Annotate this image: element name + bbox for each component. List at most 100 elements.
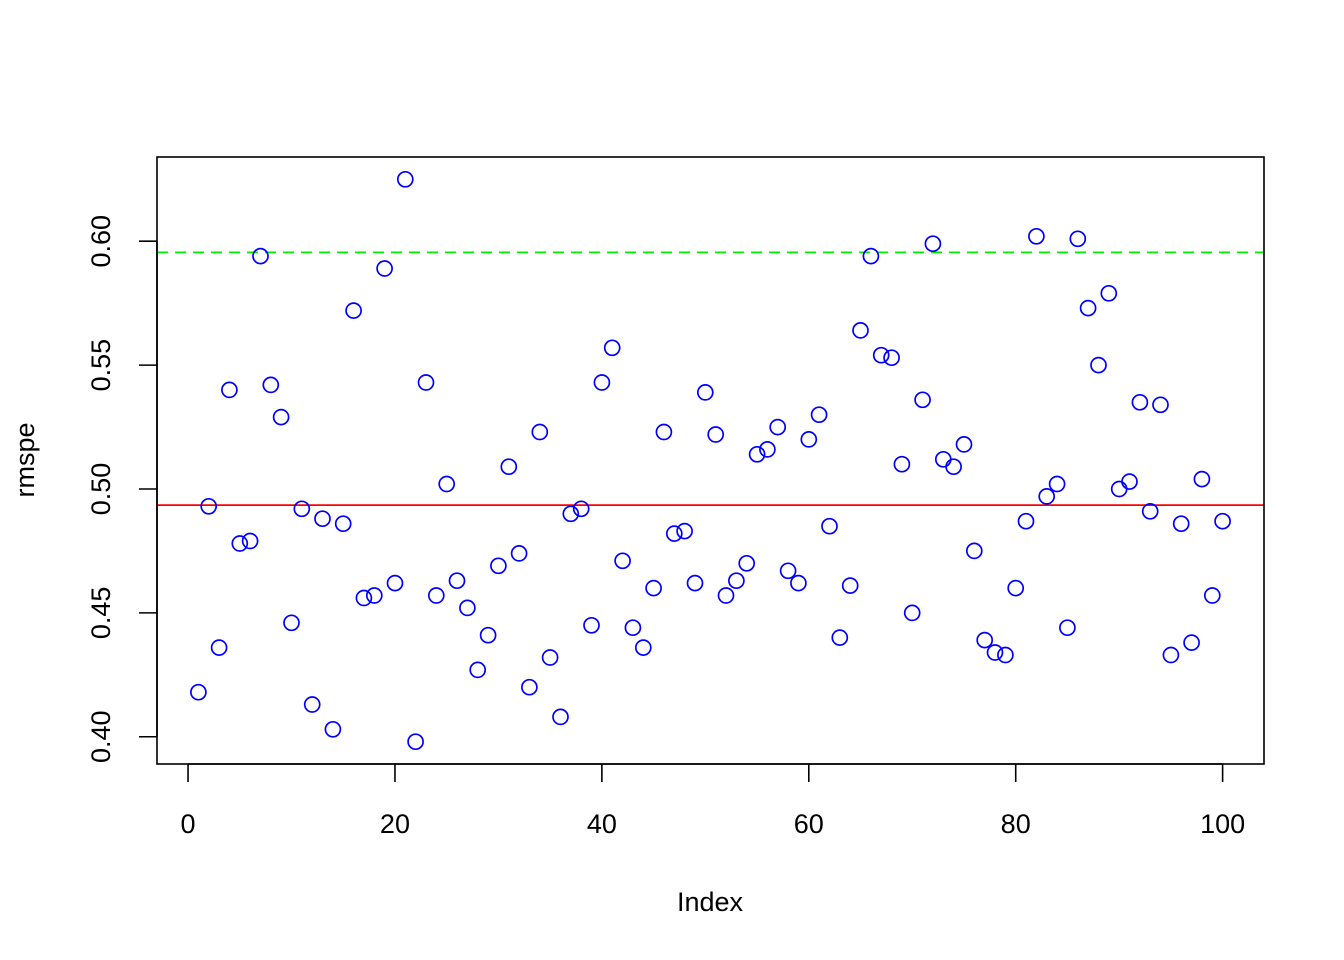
data-point [790, 574, 807, 592]
data-point [1059, 619, 1076, 637]
data-point [1110, 480, 1128, 498]
data-point [1079, 299, 1097, 317]
data-point [417, 374, 435, 391]
data-point [190, 683, 207, 701]
data-point [541, 649, 559, 666]
x-tick-label: 80 [1001, 809, 1031, 839]
y-axis: 0.40 0.45 0.50 0.55 0.60 [86, 215, 158, 763]
data-point [1038, 488, 1056, 505]
data-point [852, 322, 869, 339]
data-point [376, 260, 393, 277]
y-tick-label: 0.55 [86, 339, 116, 392]
data-point [800, 431, 818, 448]
data-point [1131, 393, 1149, 411]
data-point [872, 346, 890, 364]
data-point [821, 517, 838, 535]
data-point [997, 646, 1014, 664]
data-point [903, 604, 921, 622]
data-point [262, 376, 280, 394]
data-point [562, 505, 580, 523]
data-point [738, 554, 756, 572]
data-point [572, 500, 590, 518]
data-point [748, 445, 766, 463]
data-point [241, 532, 259, 550]
x-tick-label: 100 [1200, 809, 1245, 839]
data-point [603, 339, 621, 357]
data-point [634, 639, 652, 656]
data-point [728, 572, 745, 590]
data-point [345, 302, 362, 319]
data-point [914, 391, 931, 409]
data-point [696, 384, 714, 401]
data-point [272, 408, 290, 426]
data-point [293, 500, 311, 518]
data-point [924, 235, 942, 253]
data-point [883, 349, 900, 367]
data-point [769, 418, 787, 436]
data-point [955, 436, 973, 453]
plot-frame [156, 156, 1265, 765]
y-tick-label: 0.50 [86, 463, 116, 516]
data-point [1048, 475, 1066, 493]
data-point [1172, 515, 1190, 533]
data-point [614, 552, 631, 570]
data-point [490, 557, 507, 575]
y-axis-title: rmspe [10, 422, 40, 497]
data-point [521, 678, 538, 696]
data-point [1183, 634, 1200, 651]
data-point [386, 574, 404, 592]
data-point [717, 587, 735, 604]
x-tick-label: 0 [181, 809, 196, 839]
data-point [1100, 284, 1118, 302]
data-point [1152, 396, 1169, 414]
data-point [976, 631, 994, 649]
data-point [1141, 502, 1159, 520]
data-point [438, 475, 456, 493]
data-point [1028, 227, 1045, 245]
data-point [334, 515, 352, 533]
data-point [665, 525, 683, 542]
data-point [200, 497, 218, 515]
x-axis-title: Index [677, 887, 744, 917]
data-point [841, 577, 859, 594]
data-point [365, 587, 383, 604]
data-point [552, 708, 569, 726]
y-tick-label: 0.45 [86, 587, 116, 640]
data-point [500, 458, 518, 476]
data-point [707, 426, 725, 443]
data-point [624, 619, 642, 637]
data-point [303, 696, 321, 713]
reference-lines [157, 251, 1264, 506]
data-point [469, 661, 487, 679]
data-point [1203, 587, 1221, 604]
x-tick-label: 20 [380, 809, 410, 839]
data-point [459, 599, 476, 617]
data-point [645, 579, 662, 597]
data-point [1121, 473, 1138, 490]
data-point [676, 522, 693, 540]
data-point [531, 423, 549, 441]
x-axis: 0 20 40 60 80 100 [181, 763, 1245, 839]
data-point [448, 572, 466, 590]
data-point [231, 535, 249, 552]
data-point [945, 458, 962, 476]
data-point [862, 247, 880, 265]
data-point [1214, 512, 1231, 530]
data-point [479, 626, 497, 644]
data-point [893, 455, 911, 473]
data-point [396, 170, 414, 188]
data-point [759, 441, 776, 458]
data-point [407, 733, 424, 751]
y-tick-label: 0.60 [86, 215, 116, 268]
data-point [1193, 470, 1211, 488]
data-point [593, 374, 611, 391]
data-point [986, 644, 1004, 661]
data-point [1007, 579, 1025, 597]
data-point [934, 450, 952, 468]
data-point [252, 247, 269, 265]
data-point [1162, 646, 1180, 664]
data-point [810, 406, 828, 424]
data-point [1069, 230, 1087, 248]
data-point [1017, 512, 1035, 530]
